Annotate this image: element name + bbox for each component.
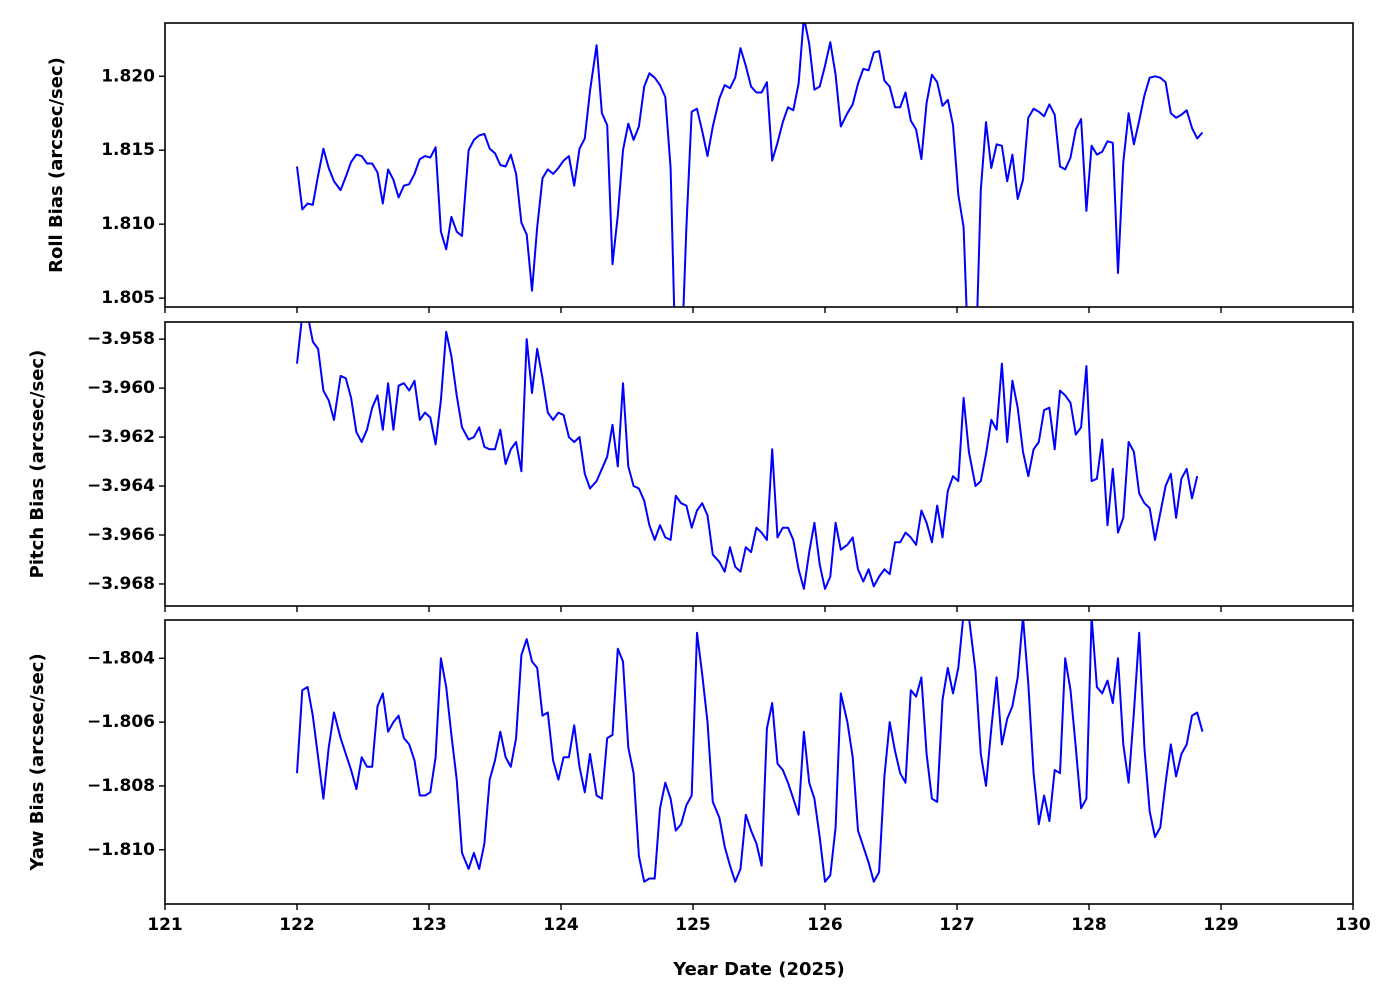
- pitch-bias-line: [296, 322, 1199, 590]
- pitch-ytick-label: −3.960: [87, 378, 155, 398]
- panel-yaw: −1.810 −1.808 −1.806 −1.804 Yaw Bias (arcse…: [27, 619, 1354, 910]
- roll-ytick-label: 1.815: [101, 140, 155, 160]
- x-tick-label: 126: [807, 915, 843, 935]
- x-tick-label: 124: [543, 915, 579, 935]
- pitch-ytick-label: −3.966: [87, 525, 155, 545]
- roll-ytick-label: 1.820: [101, 66, 155, 86]
- yaw-ylabel: Yaw Bias (arcsec/sec): [27, 653, 48, 871]
- roll-yticks: 1.805 1.810 1.815 1.820: [101, 66, 165, 308]
- pitch-ytick-label: −3.968: [87, 574, 155, 594]
- x-axis-label: Year Date (2025): [672, 959, 845, 980]
- x-tick-label: 121: [147, 915, 183, 935]
- x-tick-label: 123: [411, 915, 447, 935]
- yaw-yticks: −1.810 −1.808 −1.806 −1.804: [87, 648, 165, 860]
- yaw-ytick-label: −1.806: [87, 712, 155, 732]
- pitch-ytick-label: −3.962: [87, 427, 155, 447]
- yaw-xticks: [164, 904, 1354, 910]
- pitch-yticks: −3.968 −3.966 −3.964 −3.962 −3.960 −3.958: [87, 329, 165, 594]
- x-tick-label: 125: [675, 915, 711, 935]
- yaw-ytick-label: −1.808: [87, 776, 155, 796]
- x-tick-labels: 121 122 123 124 125 126 127 128 129 130: [147, 915, 1371, 935]
- pitch-ytick-label: −3.958: [87, 329, 155, 349]
- roll-axes-frame: [164, 22, 1354, 308]
- x-tick-label: 130: [1335, 915, 1371, 935]
- x-tick-label: 129: [1203, 915, 1239, 935]
- roll-ytick-label: 1.810: [101, 214, 155, 234]
- yaw-ytick-label: −1.804: [87, 648, 155, 668]
- roll-bias-line: [296, 23, 1204, 307]
- roll-xticks: [164, 307, 1354, 313]
- roll-ytick-label: 1.805: [101, 288, 155, 308]
- pitch-axes-frame: [164, 321, 1354, 607]
- yaw-bias-line: [296, 620, 1204, 883]
- x-tick-label: 128: [1071, 915, 1107, 935]
- pitch-ylabel: Pitch Bias (arcsec/sec): [27, 350, 48, 579]
- pitch-xticks: [164, 606, 1354, 612]
- roll-ylabel: Roll Bias (arcsec/sec): [46, 57, 67, 273]
- panel-roll: 1.805 1.810 1.815 1.820 Roll Bias (arcsec/s…: [46, 22, 1354, 313]
- yaw-ytick-label: −1.810: [87, 840, 155, 860]
- pitch-ytick-label: −3.964: [87, 476, 155, 496]
- yaw-axes-frame: [164, 619, 1354, 905]
- x-tick-label: 127: [939, 915, 975, 935]
- x-tick-label: 122: [279, 915, 315, 935]
- panel-pitch: −3.968 −3.966 −3.964 −3.962 −3.960 −3.958 Pit…: [27, 321, 1354, 612]
